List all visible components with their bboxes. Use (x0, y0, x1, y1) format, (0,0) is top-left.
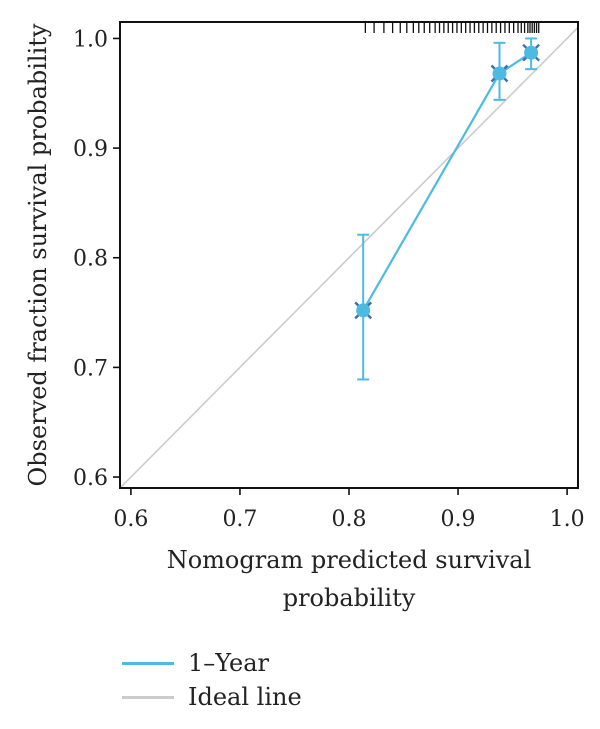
ideal-line (120, 26, 578, 488)
x-tick-label-4: 1.0 (550, 507, 585, 532)
data-point-2 (524, 45, 539, 60)
legend-swatch-1-year (122, 661, 174, 665)
y-tick-label-2: 0.8 (73, 247, 108, 272)
x-axis-title-line-0: Nomogram predicted survival (167, 546, 532, 574)
x-axis-title-line-1: probability (283, 584, 416, 612)
series-line-1-year (362, 51, 532, 311)
x-tick-label-3: 0.9 (441, 507, 476, 532)
legend-item-1-year: 1–Year (122, 646, 302, 680)
y-tick-label-0: 0.6 (73, 466, 108, 491)
x-tick-label-1: 0.7 (222, 507, 257, 532)
x-tick-label-2: 0.8 (332, 507, 367, 532)
y-tick-label-1: 0.7 (73, 356, 108, 381)
legend-label-ideal-line: Ideal line (188, 683, 302, 711)
data-point-1 (492, 66, 507, 81)
y-tick-label-4: 1.0 (73, 27, 108, 52)
calibration-chart: 0.6 0.7 0.8 0.9 1.0 0.6 0.7 0.8 0.9 1.0 Nomogram p… (24, 21, 585, 612)
y-axis-title: Observed fraction survival probability (24, 23, 52, 486)
legend-item-ideal-line: Ideal line (122, 680, 302, 714)
data-point-0 (356, 303, 371, 318)
y-tick-label-3: 0.9 (73, 137, 108, 162)
legend: 1–Year Ideal line (122, 646, 302, 714)
legend-label-1-year: 1–Year (188, 649, 270, 677)
legend-swatch-ideal-line (122, 695, 174, 699)
x-tick-label-0: 0.6 (113, 507, 148, 532)
